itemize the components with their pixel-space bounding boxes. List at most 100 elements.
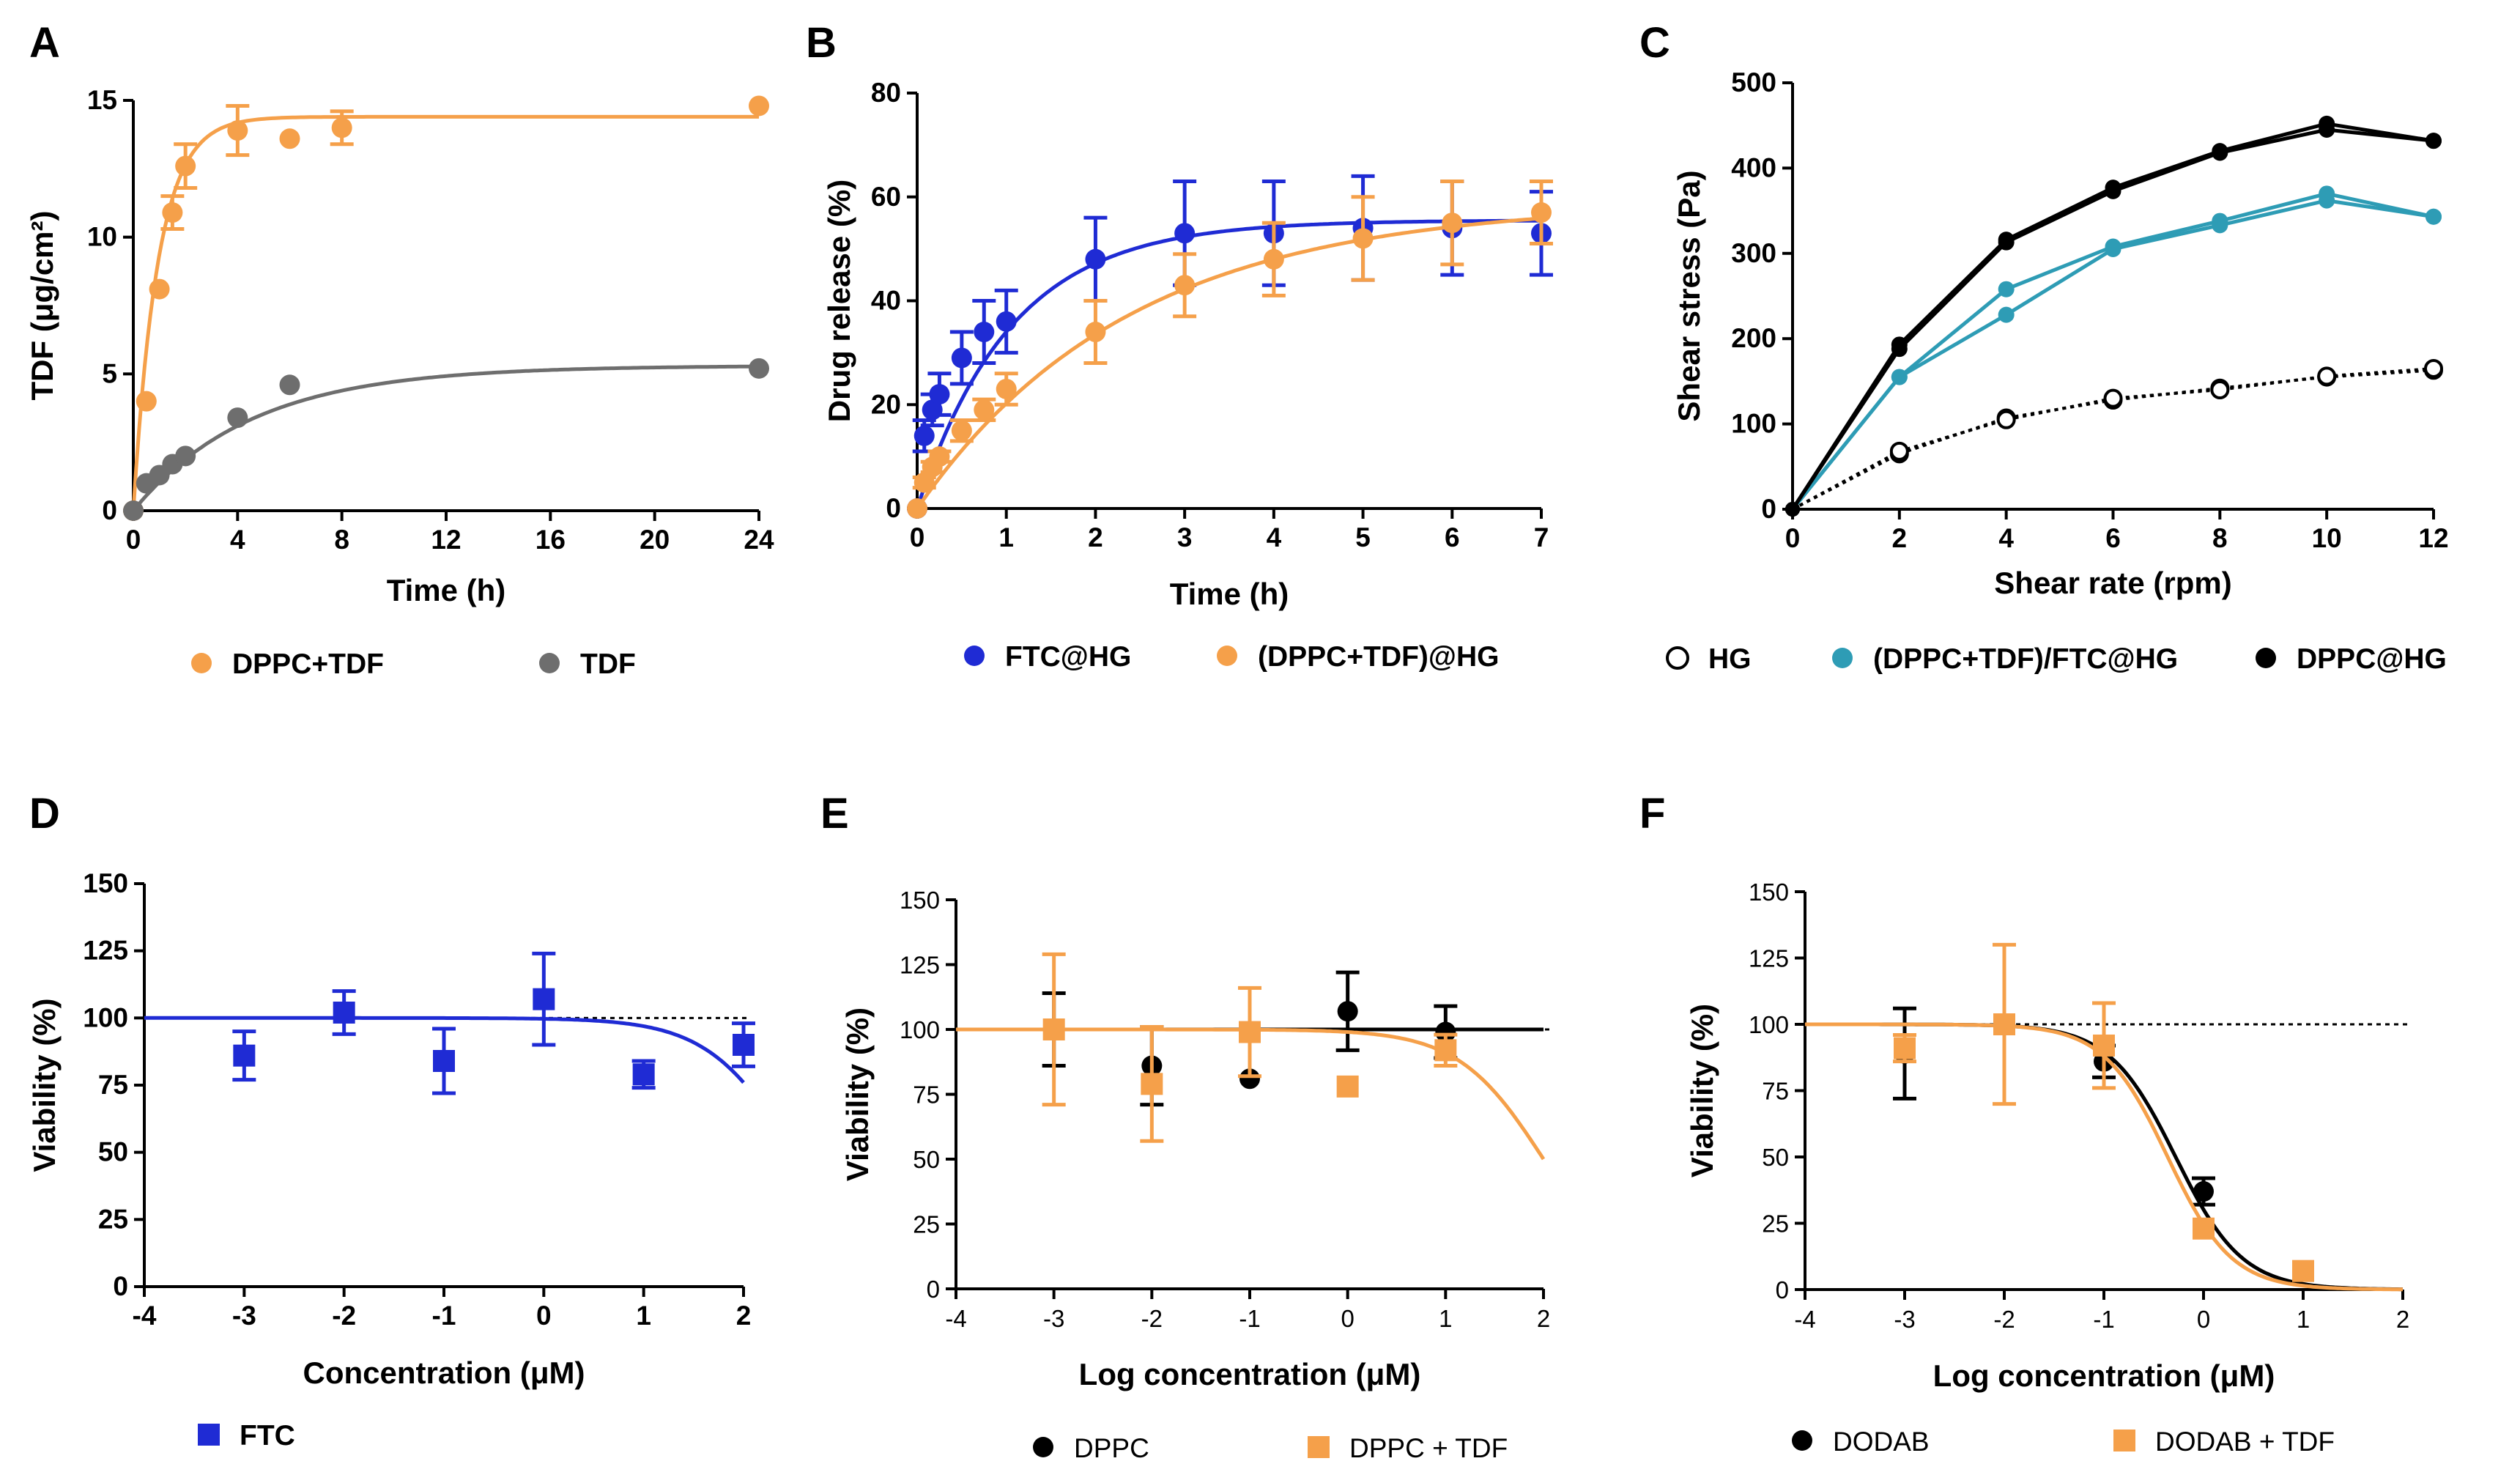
legend-label: TDF [580, 648, 636, 680]
series-hg [1785, 360, 2443, 517]
data-point [1889, 441, 1909, 461]
series--dppc-tdf-ftc-hg-repeat- [1785, 185, 2442, 517]
series-hg-repeat- [1785, 358, 2443, 517]
legend-marker [1308, 1436, 1330, 1458]
data-point [2319, 185, 2335, 202]
y-tick-label: 50 [1762, 1144, 1789, 1171]
legend-marker [191, 653, 212, 673]
y-tick-label: 25 [913, 1211, 940, 1238]
panel-letter: B [806, 19, 837, 67]
data-point [2212, 212, 2228, 229]
x-tick-label: 24 [744, 525, 774, 555]
data-point [162, 202, 183, 223]
fit-curve [131, 114, 759, 511]
x-tick-label: -2 [332, 1301, 356, 1331]
data-point [749, 95, 769, 117]
data-point [996, 311, 1017, 332]
x-tick-label: 8 [2212, 523, 2228, 553]
y-axis-label: TDF (μg/cm²) [25, 211, 59, 401]
x-tick-label: 5 [1355, 522, 1371, 552]
legend-marker [539, 653, 560, 673]
x-tick-label: 8 [334, 525, 349, 555]
x-tick-label: 0 [2197, 1306, 2210, 1333]
legend-label: (DPPC+TDF)@HG [1258, 641, 1499, 673]
data-point [2210, 380, 2230, 400]
panel-c: C 0 2 4 6 8 10 12 0 100 200 300 400 500 Shear rate (rp… [1639, 19, 2449, 675]
data-point [996, 378, 1017, 399]
data-point [974, 322, 995, 343]
x-tick-label: -4 [945, 1305, 966, 1332]
data-point [2193, 1217, 2215, 1240]
legend-item: (DPPC+TDF)/FTC@HG [1832, 643, 2178, 675]
x-tick-label: 3 [1177, 522, 1193, 552]
legend-item: DPPC+TDF [191, 648, 384, 680]
y-tick-label: 300 [1731, 238, 1776, 268]
x-axis-label: Time (h) [1170, 577, 1289, 611]
legend-item: DODAB + TDF [2113, 1427, 2335, 1457]
x-tick-label: -1 [1239, 1305, 1260, 1332]
y-tick-label: 100 [900, 1016, 940, 1043]
data-point [1442, 212, 1463, 234]
data-point [1239, 1021, 1261, 1043]
fit-curve [915, 218, 1541, 509]
fit-curve [144, 1016, 745, 1084]
y-tick-label: 0 [886, 493, 901, 523]
data-point [2105, 238, 2121, 255]
panel-a: A 0 4 8 12 16 20 24 0 5 10 15 Time (h) TDF (μg/cm²) DP… [25, 19, 774, 680]
series--dppc-tdf-hg [907, 179, 1553, 519]
data-point [533, 988, 555, 1010]
legend-label: HG [1708, 643, 1752, 675]
data-point [1141, 1073, 1163, 1095]
y-tick-label: 75 [1762, 1078, 1789, 1105]
y-tick-label: 80 [871, 78, 901, 108]
x-tick-label: 1 [998, 522, 1014, 552]
y-tick-label: 5 [102, 358, 117, 388]
legend-item: DPPC@HG [2256, 643, 2447, 675]
data-point [136, 391, 157, 412]
data-point [914, 425, 935, 446]
x-tick-label: 2 [1537, 1305, 1550, 1332]
data-point [2292, 1260, 2314, 1282]
data-point [1085, 248, 1106, 270]
x-tick-label: 2 [1088, 522, 1103, 552]
y-tick-label: 125 [900, 952, 940, 979]
data-point [1174, 223, 1196, 244]
data-point [1174, 275, 1196, 296]
legend-item: FTC@HG [964, 641, 1131, 673]
fit-curve [132, 364, 760, 512]
x-tick-label: 0 [1341, 1305, 1354, 1332]
series-tdf [123, 358, 769, 521]
data-point [632, 1063, 655, 1086]
data-point [929, 446, 950, 467]
series-dodab-tdf [1805, 942, 2404, 1292]
data-point [1263, 248, 1284, 270]
x-axis-label: Log concentration (μM) [1933, 1358, 2275, 1393]
x-tick-label: 0 [1785, 523, 1801, 553]
legend-item: TDF [539, 648, 636, 680]
x-tick-label: 0 [126, 525, 141, 555]
data-point [1998, 306, 2015, 323]
data-point [175, 445, 196, 467]
panel-f: F -4 -3 -2 -1 0 1 2 0 25 50 75 100 125 150 Log concentr… [1639, 790, 2410, 1457]
y-tick-label: 0 [102, 495, 117, 525]
data-point [1434, 1039, 1457, 1062]
data-point [1996, 410, 2016, 429]
x-tick-label: 4 [230, 525, 245, 555]
data-point [914, 472, 935, 493]
data-point [1993, 1013, 2015, 1035]
y-tick-label: 50 [913, 1146, 940, 1173]
x-tick-label: 16 [536, 525, 566, 555]
fit-curve [915, 216, 1542, 510]
data-point [2319, 115, 2335, 132]
data-point [331, 117, 352, 138]
legend-marker [1033, 1437, 1053, 1457]
data-point [1998, 281, 2015, 297]
x-tick-label: -3 [1043, 1305, 1064, 1332]
data-point [1239, 1068, 1260, 1090]
data-point [749, 358, 769, 379]
y-tick-label: 10 [87, 222, 117, 252]
data-point [2317, 366, 2337, 386]
x-axis-label: Shear rate (rpm) [1994, 566, 2231, 600]
data-point [1785, 502, 1800, 517]
data-point [2424, 358, 2443, 378]
